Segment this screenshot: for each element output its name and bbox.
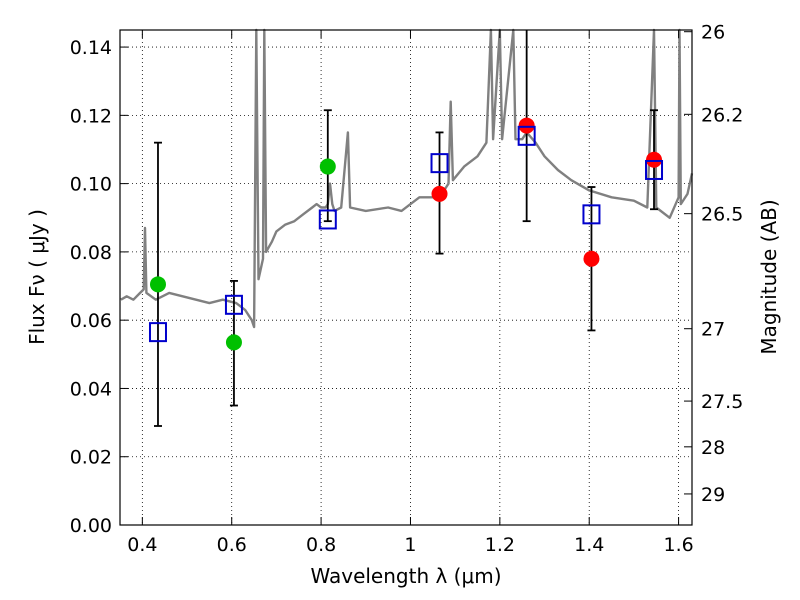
y-tick-label: 0.04	[70, 378, 112, 400]
data-markers	[148, 117, 664, 351]
spectrum-line	[120, 28, 694, 329]
data-point-square	[645, 159, 664, 180]
y2-tick-label: 29	[701, 484, 725, 506]
y-axis-label: Flux Fν ( μJy )	[25, 209, 49, 345]
x-tick-label: 0.8	[306, 534, 336, 556]
data-point-circle	[583, 250, 600, 267]
data-point-square	[148, 322, 167, 343]
grid-lines	[120, 30, 692, 525]
y2-tick-label: 26.2	[701, 104, 743, 126]
y-tick-label: 0.02	[70, 447, 112, 469]
x-axis-label: Wavelength λ (μm)	[310, 564, 501, 588]
y-tick-label: 0.10	[70, 174, 112, 196]
y2-tick-label: 27	[701, 319, 725, 341]
data-point-circle	[149, 276, 166, 293]
data-point-circle	[646, 151, 663, 168]
y2-axis-label: Magnitude (AB)	[757, 199, 781, 354]
error-bars	[153, 30, 659, 427]
y2-tick-label: 27.5	[701, 391, 743, 413]
data-point-circle	[431, 185, 448, 202]
data-point-circle	[225, 334, 242, 351]
y2-tick-label: 28	[701, 437, 725, 459]
y2-tick-label: 26	[701, 22, 725, 44]
data-point-circle	[518, 117, 535, 134]
x-tick-label: 0.4	[127, 534, 157, 556]
data-point-circle	[319, 158, 336, 175]
model-spectrum	[120, 28, 694, 329]
data-point-square	[224, 294, 243, 315]
x-tick-label: 1.6	[663, 534, 693, 556]
data-point-square	[582, 204, 601, 225]
data-point-square	[430, 153, 449, 174]
y-tick-label: 0.14	[70, 37, 112, 59]
x-tick-label: 1	[404, 534, 416, 556]
y-tick-label: 0.00	[70, 515, 112, 537]
plot-frame	[119, 29, 693, 526]
axis-ticks: 0.4 0.6 0.8 1 1.2 1.4 1.6 0.00 0.02 0.04 0.06 0.08 0…	[70, 22, 744, 556]
x-tick-label: 1.4	[574, 534, 604, 556]
x-tick-label: 0.6	[217, 534, 247, 556]
y-tick-label: 0.06	[70, 310, 112, 332]
y2-tick-label: 26.5	[701, 204, 743, 226]
y-tick-label: 0.12	[70, 105, 112, 127]
y-tick-label: 0.08	[70, 242, 112, 264]
data-point-square	[318, 209, 337, 230]
x-tick-label: 1.2	[485, 534, 515, 556]
data-point-square	[517, 125, 536, 146]
